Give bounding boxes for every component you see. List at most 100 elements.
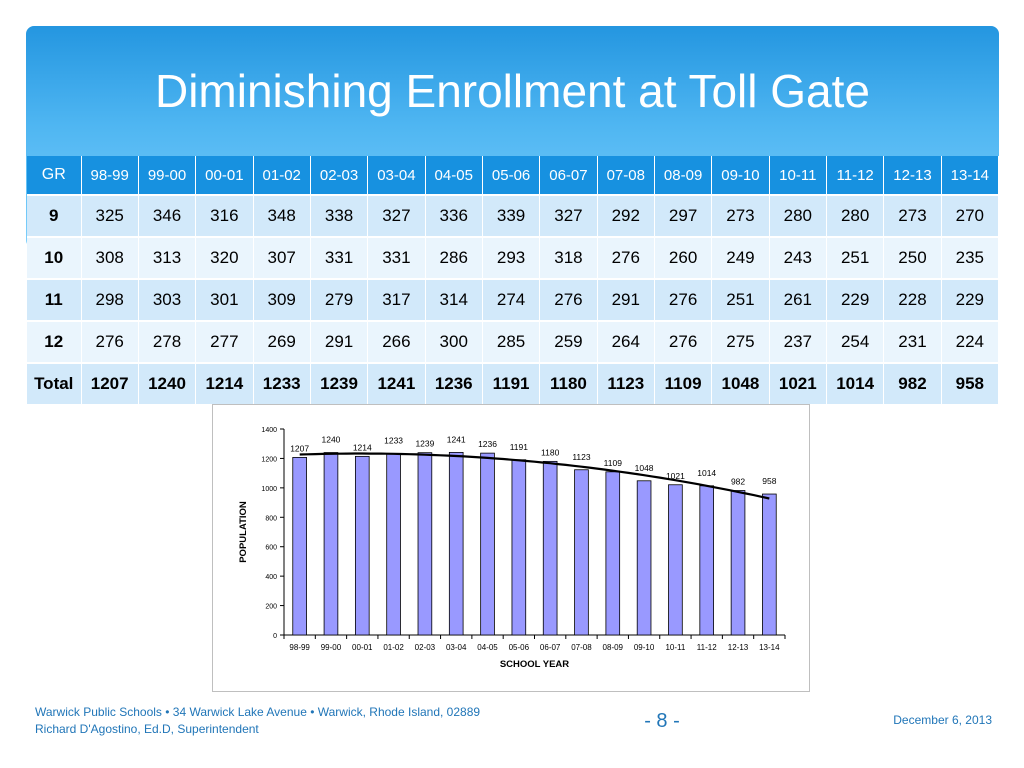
data-label: 958 <box>762 476 776 486</box>
table-cell: 276 <box>597 236 655 279</box>
table-cell: 1048 <box>711 362 770 404</box>
row-label: 12 <box>27 320 82 363</box>
header-year-00-01: 00-01 <box>195 156 254 195</box>
y-tick-label: 1400 <box>261 427 277 434</box>
table-cell: 280 <box>826 194 885 237</box>
data-label: 1233 <box>384 436 403 446</box>
x-tick-label: 05-06 <box>509 643 530 652</box>
x-tick-label: 13-14 <box>759 643 780 652</box>
header-year-98-99: 98-99 <box>81 156 139 195</box>
y-tick-label: 0 <box>273 633 277 640</box>
bar <box>699 485 715 636</box>
table-cell: 231 <box>883 320 942 363</box>
slide-title: Diminishing Enrollment at Toll Gate <box>154 65 871 117</box>
table-cell: 1233 <box>253 362 311 404</box>
data-label: 1109 <box>604 458 623 468</box>
table-cell: 279 <box>310 278 369 321</box>
footer-line-1: Warwick Public Schools • 34 Warwick Lake… <box>35 705 481 719</box>
bar <box>323 452 339 636</box>
y-tick-label: 600 <box>265 545 277 552</box>
y-tick-label: 400 <box>265 574 277 581</box>
bar <box>386 453 401 636</box>
table-row: 9 325 346 316 348 338 327 336 339 327 292 297 273 280… <box>27 194 1000 237</box>
table-cell: 958 <box>941 362 1000 404</box>
data-label: 1207 <box>290 443 309 453</box>
table-cell: 1241 <box>367 362 426 404</box>
y-axis-title: POPULATION <box>238 501 249 563</box>
y-tick-label: 200 <box>265 604 277 611</box>
bar <box>448 451 464 636</box>
table-cell: 269 <box>253 320 311 363</box>
table-cell: 235 <box>941 236 1000 279</box>
y-tick-label: 1200 <box>261 456 277 463</box>
table-cell: 286 <box>425 236 483 279</box>
table-cell: 1191 <box>482 362 541 404</box>
table-cell: 1214 <box>195 362 254 404</box>
table-cell: 1021 <box>769 362 827 404</box>
header-year-99-00: 99-00 <box>138 156 197 195</box>
header-year-03-04: 03-04 <box>367 156 426 195</box>
table-cell: 331 <box>310 236 369 279</box>
x-tick-label: 11-12 <box>697 643 717 652</box>
x-tick-label: 03-04 <box>446 643 467 652</box>
table-cell: 259 <box>539 320 598 363</box>
table-cell: 278 <box>138 320 197 363</box>
bar <box>292 456 307 636</box>
data-label: 1239 <box>415 439 434 449</box>
bar <box>354 455 370 636</box>
header-year-07-08: 07-08 <box>597 156 655 195</box>
row-label: Total <box>27 362 82 404</box>
footer-line-2: Richard D'Agostino, Ed.D, Superintendent <box>35 722 259 736</box>
bar <box>636 480 652 636</box>
table-cell: 301 <box>195 278 254 321</box>
bar <box>417 452 433 636</box>
table-cell: 277 <box>195 320 254 363</box>
table-cell: 316 <box>195 194 254 237</box>
table-cell: 243 <box>769 236 827 279</box>
header-year-08-09: 08-09 <box>654 156 713 195</box>
table-cell: 1123 <box>597 362 655 404</box>
x-tick-label: 06-07 <box>540 643 561 652</box>
table-cell: 1239 <box>310 362 369 404</box>
footer-address: Warwick Public Schools • 34 Warwick Lake… <box>35 704 480 738</box>
bar <box>480 452 495 636</box>
table-row: 11 298 303 301 309 279 317 314 274 276 291 276 251 26… <box>27 278 1000 321</box>
table-cell: 313 <box>138 236 197 279</box>
table-cell: 336 <box>425 194 483 237</box>
table-cell: 1236 <box>425 362 483 404</box>
table-cell: 292 <box>597 194 655 237</box>
table-cell: 276 <box>539 278 598 321</box>
y-tick-label: 1000 <box>261 486 277 493</box>
header-year-02-03: 02-03 <box>310 156 369 195</box>
table-cell: 264 <box>597 320 655 363</box>
table-cell: 291 <box>597 278 655 321</box>
table-cell: 307 <box>253 236 311 279</box>
table-cell: 339 <box>482 194 541 237</box>
data-label: 1191 <box>510 442 529 452</box>
x-tick-label: 98-99 <box>289 643 310 652</box>
header-year-06-07: 06-07 <box>539 156 598 195</box>
table-cell: 249 <box>711 236 770 279</box>
data-label: 1241 <box>447 434 466 444</box>
bar <box>574 469 589 636</box>
header-year-12-13: 12-13 <box>883 156 942 195</box>
table-cell: 237 <box>769 320 827 363</box>
table-cell: 229 <box>826 278 885 321</box>
row-label: 11 <box>27 278 82 321</box>
table-cell: 331 <box>367 236 426 279</box>
enrollment-table: GR 98-99 99-00 00-01 01-02 02-03 03-04 04-05 05… <box>27 156 1000 404</box>
data-label: 982 <box>731 477 745 487</box>
table-cell: 1240 <box>138 362 197 404</box>
table-cell: 274 <box>482 278 541 321</box>
table-cell: 327 <box>367 194 426 237</box>
table-cell: 1207 <box>81 362 139 404</box>
x-tick-label: 04-05 <box>477 643 498 652</box>
data-label: 1236 <box>478 439 497 449</box>
table-cell: 291 <box>310 320 369 363</box>
table-cell: 273 <box>883 194 942 237</box>
row-label: 9 <box>27 194 82 237</box>
data-label: 1014 <box>697 468 716 478</box>
table-cell: 273 <box>711 194 770 237</box>
header-year-10-11: 10-11 <box>769 156 827 195</box>
data-label: 1048 <box>635 463 654 473</box>
